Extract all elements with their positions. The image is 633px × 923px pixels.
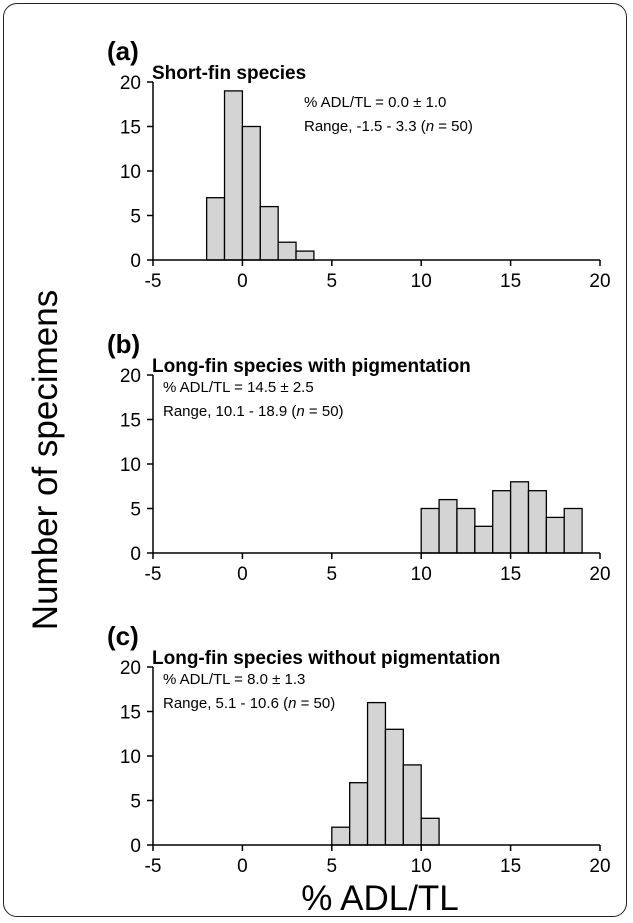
- histogram-bar: [420, 817, 440, 846]
- x-tick-label: 5: [327, 564, 338, 585]
- x-tick-label: 15: [500, 564, 521, 585]
- histogram-bar: [205, 197, 226, 261]
- panel-title: Short-fin species: [152, 63, 306, 84]
- y-tick-label: 20: [120, 73, 141, 94]
- stat-range-prefix: Range, 5.1 - 10.6 (: [163, 695, 288, 712]
- x-tick-label: 10: [411, 564, 432, 585]
- stat-range-n: n: [288, 695, 296, 712]
- figure-frame: [3, 3, 627, 917]
- stat-range-suffix: = 50): [296, 695, 335, 712]
- histogram-bar: [474, 525, 494, 554]
- histogram-bar: [438, 498, 458, 554]
- y-axis-title: Number of specimens: [26, 290, 65, 630]
- stat-range: Range, 5.1 - 10.6 (n = 50): [163, 695, 335, 712]
- stat-range-n: n: [296, 403, 304, 420]
- panel-title: Long-fin species without pigmentation: [152, 648, 500, 669]
- histogram-bar: [563, 507, 583, 554]
- x-tick-label: 20: [589, 271, 610, 292]
- y-tick-label: 10: [120, 747, 141, 768]
- x-tick-label: 20: [589, 564, 610, 585]
- histogram-bar: [277, 241, 297, 261]
- panel-label: (a): [107, 36, 139, 66]
- x-tick-label: 0: [237, 564, 248, 585]
- histogram-bar: [402, 764, 422, 846]
- stat-range-prefix: Range, -1.5 - 3.3 (: [304, 118, 426, 135]
- stat-range-prefix: Range, 10.1 - 18.9 (: [163, 403, 296, 420]
- y-tick-label: 15: [120, 118, 141, 139]
- histogram-bar: [223, 90, 244, 261]
- x-tick-label: 0: [237, 271, 248, 292]
- histogram-bar: [241, 125, 261, 261]
- stat-range: Range, 10.1 - 18.9 (n = 50): [163, 403, 344, 420]
- x-tick-label: 20: [589, 856, 610, 877]
- stat-range-suffix: = 50): [434, 118, 473, 135]
- stat-range-n: n: [426, 118, 434, 135]
- histogram-bar: [366, 701, 387, 846]
- histogram-bar: [456, 507, 476, 554]
- y-tick-label: 5: [130, 792, 141, 813]
- y-tick-label: 5: [130, 207, 141, 228]
- y-tick-label: 10: [120, 162, 141, 183]
- x-tick-label: 0: [237, 856, 248, 877]
- x-tick-label: -5: [145, 271, 162, 292]
- histogram-bar: [295, 250, 315, 261]
- stat-mean-sd: % ADL/TL = 0.0 ± 1.0: [304, 94, 446, 111]
- y-tick-label: 10: [120, 455, 141, 476]
- y-tick-label: 0: [130, 251, 141, 272]
- histogram-bar: [545, 516, 565, 554]
- x-tick-label: 15: [500, 271, 521, 292]
- y-tick-label: 15: [120, 703, 141, 724]
- y-tick-label: 20: [120, 366, 141, 387]
- y-tick-label: 20: [120, 658, 141, 679]
- y-tick-label: 5: [130, 500, 141, 521]
- stat-range-suffix: = 50): [305, 403, 344, 420]
- x-tick-label: 10: [411, 856, 432, 877]
- histogram-bar: [331, 826, 351, 846]
- x-tick-label: -5: [145, 564, 162, 585]
- panel-label: (c): [107, 621, 139, 651]
- histogram-bar: [384, 728, 404, 846]
- histogram-bar: [509, 481, 530, 554]
- stat-mean-sd: % ADL/TL = 8.0 ± 1.3: [163, 671, 305, 688]
- stat-mean-sd: % ADL/TL = 14.5 ± 2.5: [163, 379, 314, 396]
- panel-title: Long-fin species with pigmentation: [152, 356, 471, 377]
- x-tick-label: 5: [327, 856, 338, 877]
- y-tick-label: 15: [120, 411, 141, 432]
- y-tick-label: 0: [130, 836, 141, 857]
- x-tick-label: 10: [411, 271, 432, 292]
- histogram-bar: [420, 507, 440, 554]
- histogram-bar: [349, 782, 369, 846]
- stat-range: Range, -1.5 - 3.3 (n = 50): [304, 118, 473, 135]
- histogram-bar: [259, 205, 279, 261]
- x-tick-label: 15: [500, 856, 521, 877]
- histogram-bar: [492, 490, 512, 554]
- panel-label: (b): [107, 329, 140, 359]
- histogram-bar: [527, 490, 548, 554]
- y-tick-label: 0: [130, 544, 141, 565]
- x-axis-title: % ADL/TL: [301, 879, 459, 918]
- x-tick-label: 5: [327, 271, 338, 292]
- x-tick-label: -5: [145, 856, 162, 877]
